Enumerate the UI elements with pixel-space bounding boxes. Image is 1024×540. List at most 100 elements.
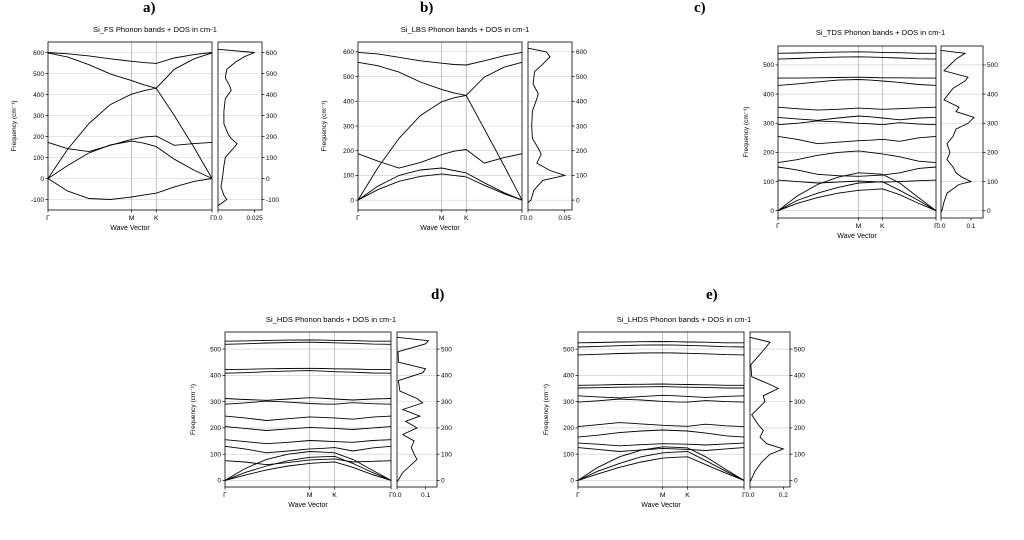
y-tick-label-right: 100 xyxy=(987,179,998,186)
kpoint-tick-label: K xyxy=(464,215,469,222)
phonon-band-line xyxy=(577,341,744,344)
kpoint-tick-label: Γ xyxy=(46,215,50,222)
y-tick-label: 100 xyxy=(563,451,574,458)
kpoint-tick-label: Γ xyxy=(223,492,227,499)
y-tick-label: 200 xyxy=(343,148,354,155)
y-tick-label: 400 xyxy=(763,91,774,98)
y-tick-label-right: 500 xyxy=(987,62,998,69)
phonon-band-line xyxy=(357,167,523,201)
kpoint-tick-label: Γ xyxy=(742,492,746,499)
y-tick-label-right: 300 xyxy=(576,123,587,130)
dos-x-tick-label: 0.025 xyxy=(247,215,264,222)
dos-axes-frame xyxy=(217,41,263,211)
y-tick-label: 300 xyxy=(210,399,221,406)
y-tick-label: 400 xyxy=(563,373,574,380)
kpoint-tick-label: Γ xyxy=(520,215,524,222)
y-tick-label: 0 xyxy=(40,176,44,183)
y-tick-label-right: 400 xyxy=(987,91,998,98)
phonon-band-line xyxy=(577,422,745,428)
x-axis-label: Wave Vector xyxy=(641,502,681,509)
phonon-band-line xyxy=(357,173,523,201)
phonon-band-line xyxy=(577,352,745,356)
phonon-band-line xyxy=(224,400,392,405)
phonon-band-line xyxy=(777,106,937,111)
phonon-band-line xyxy=(777,79,937,86)
phonon-band-line xyxy=(47,178,213,200)
panel-title: Si_HDS Phonon bands + DOS in cm-1 xyxy=(266,315,396,324)
phonon-band-line xyxy=(577,446,745,481)
phonon-band-line xyxy=(577,456,745,481)
y-tick-label: 500 xyxy=(563,346,574,353)
phonon-band-line xyxy=(777,115,937,121)
y-tick-label-right: 500 xyxy=(576,74,587,81)
y-tick-label: 100 xyxy=(33,155,44,162)
panel-c-phonon-bands-dos: 0 0 100 100 200 200 300 300 400 400 500 500 Γ M K Γ 0.0 0… xyxy=(738,24,1024,264)
y-axis-label: Frequency (cm⁻¹) xyxy=(190,384,197,435)
phonon-band-line xyxy=(224,461,392,481)
y-tick-label-right: 300 xyxy=(441,399,452,406)
band-axes-frame xyxy=(47,41,213,211)
y-tick-label: 400 xyxy=(343,99,354,106)
y-tick-label-right: 500 xyxy=(266,71,277,78)
y-axis-label: Frequency (cm⁻¹) xyxy=(743,106,750,157)
dos-x-tick-label: 0.05 xyxy=(558,215,571,222)
y-tick-label-right: 600 xyxy=(576,49,587,56)
dos-curve xyxy=(527,47,567,203)
phonon-band-line xyxy=(777,56,937,60)
y-axis-label: Frequency (cm⁻¹) xyxy=(11,100,18,151)
phonon-band-line xyxy=(47,52,213,64)
kpoint-tick-label: M xyxy=(307,492,313,499)
x-axis-label: Wave Vector xyxy=(110,225,150,232)
phonon-band-line xyxy=(47,135,213,153)
dos-x-tick-label: 0.2 xyxy=(779,492,788,499)
band-axes-frame xyxy=(224,331,392,488)
phonon-band-line xyxy=(577,447,745,452)
panel-title: Si_LHDS Phonon bands + DOS in cm-1 xyxy=(617,315,751,324)
y-tick-label-right: 400 xyxy=(794,373,805,380)
y-tick-label-right: 300 xyxy=(266,113,277,120)
kpoint-tick-label: K xyxy=(880,223,885,230)
dos-x-tick-label: 0.1 xyxy=(421,492,430,499)
panel-e-letter: e) xyxy=(706,287,718,303)
panel-a-phonon-bands-dos: -100 -100 0 0 100 100 200 200 300 300 400 400 500 500… xyxy=(6,18,310,258)
phonon-band-line xyxy=(224,339,391,342)
phonon-band-line xyxy=(777,120,937,126)
y-tick-label-right: -100 xyxy=(266,197,279,204)
phonon-band-line xyxy=(357,51,523,66)
y-tick-label: 600 xyxy=(343,49,354,56)
kpoint-tick-label: Γ xyxy=(356,215,360,222)
dos-x-tick-label: 0.0 xyxy=(213,215,222,222)
phonon-band-line xyxy=(47,87,213,179)
phonon-band-line xyxy=(224,415,392,421)
y-tick-label: 0 xyxy=(570,478,574,485)
y-tick-label: 500 xyxy=(343,74,354,81)
kpoint-tick-label: Γ xyxy=(934,223,938,230)
y-tick-label: 300 xyxy=(763,121,774,128)
kpoint-tick-label: K xyxy=(154,215,159,222)
y-tick-label: 600 xyxy=(33,50,44,57)
y-tick-label: 500 xyxy=(33,71,44,78)
y-tick-label: 400 xyxy=(210,373,221,380)
phonon-band-line xyxy=(577,383,744,386)
band-axes-frame xyxy=(777,45,937,219)
phonon-band-line xyxy=(777,179,937,184)
y-tick-label-right: 400 xyxy=(576,99,587,106)
kpoint-tick-label: Γ xyxy=(210,215,214,222)
phonon-band-line xyxy=(577,451,745,481)
panel-d-phonon-bands-dos: 0 0 100 100 200 200 300 300 400 400 500 500 Γ M K Γ 0.0 0… xyxy=(185,305,485,535)
phonon-band-line xyxy=(224,397,392,401)
y-tick-label-right: 0 xyxy=(576,197,580,204)
x-axis-label: Wave Vector xyxy=(288,502,328,509)
y-axis-label: Frequency (cm⁻¹) xyxy=(321,100,328,151)
y-tick-label-right: 0 xyxy=(441,478,445,485)
dos-curve xyxy=(217,48,255,207)
dos-axes-frame xyxy=(749,331,791,488)
kpoint-tick-label: M xyxy=(660,492,666,499)
phonon-band-line xyxy=(577,429,745,438)
phonon-band-line xyxy=(777,188,937,212)
phonon-band-line xyxy=(577,398,745,403)
phonon-band-line xyxy=(777,172,937,212)
